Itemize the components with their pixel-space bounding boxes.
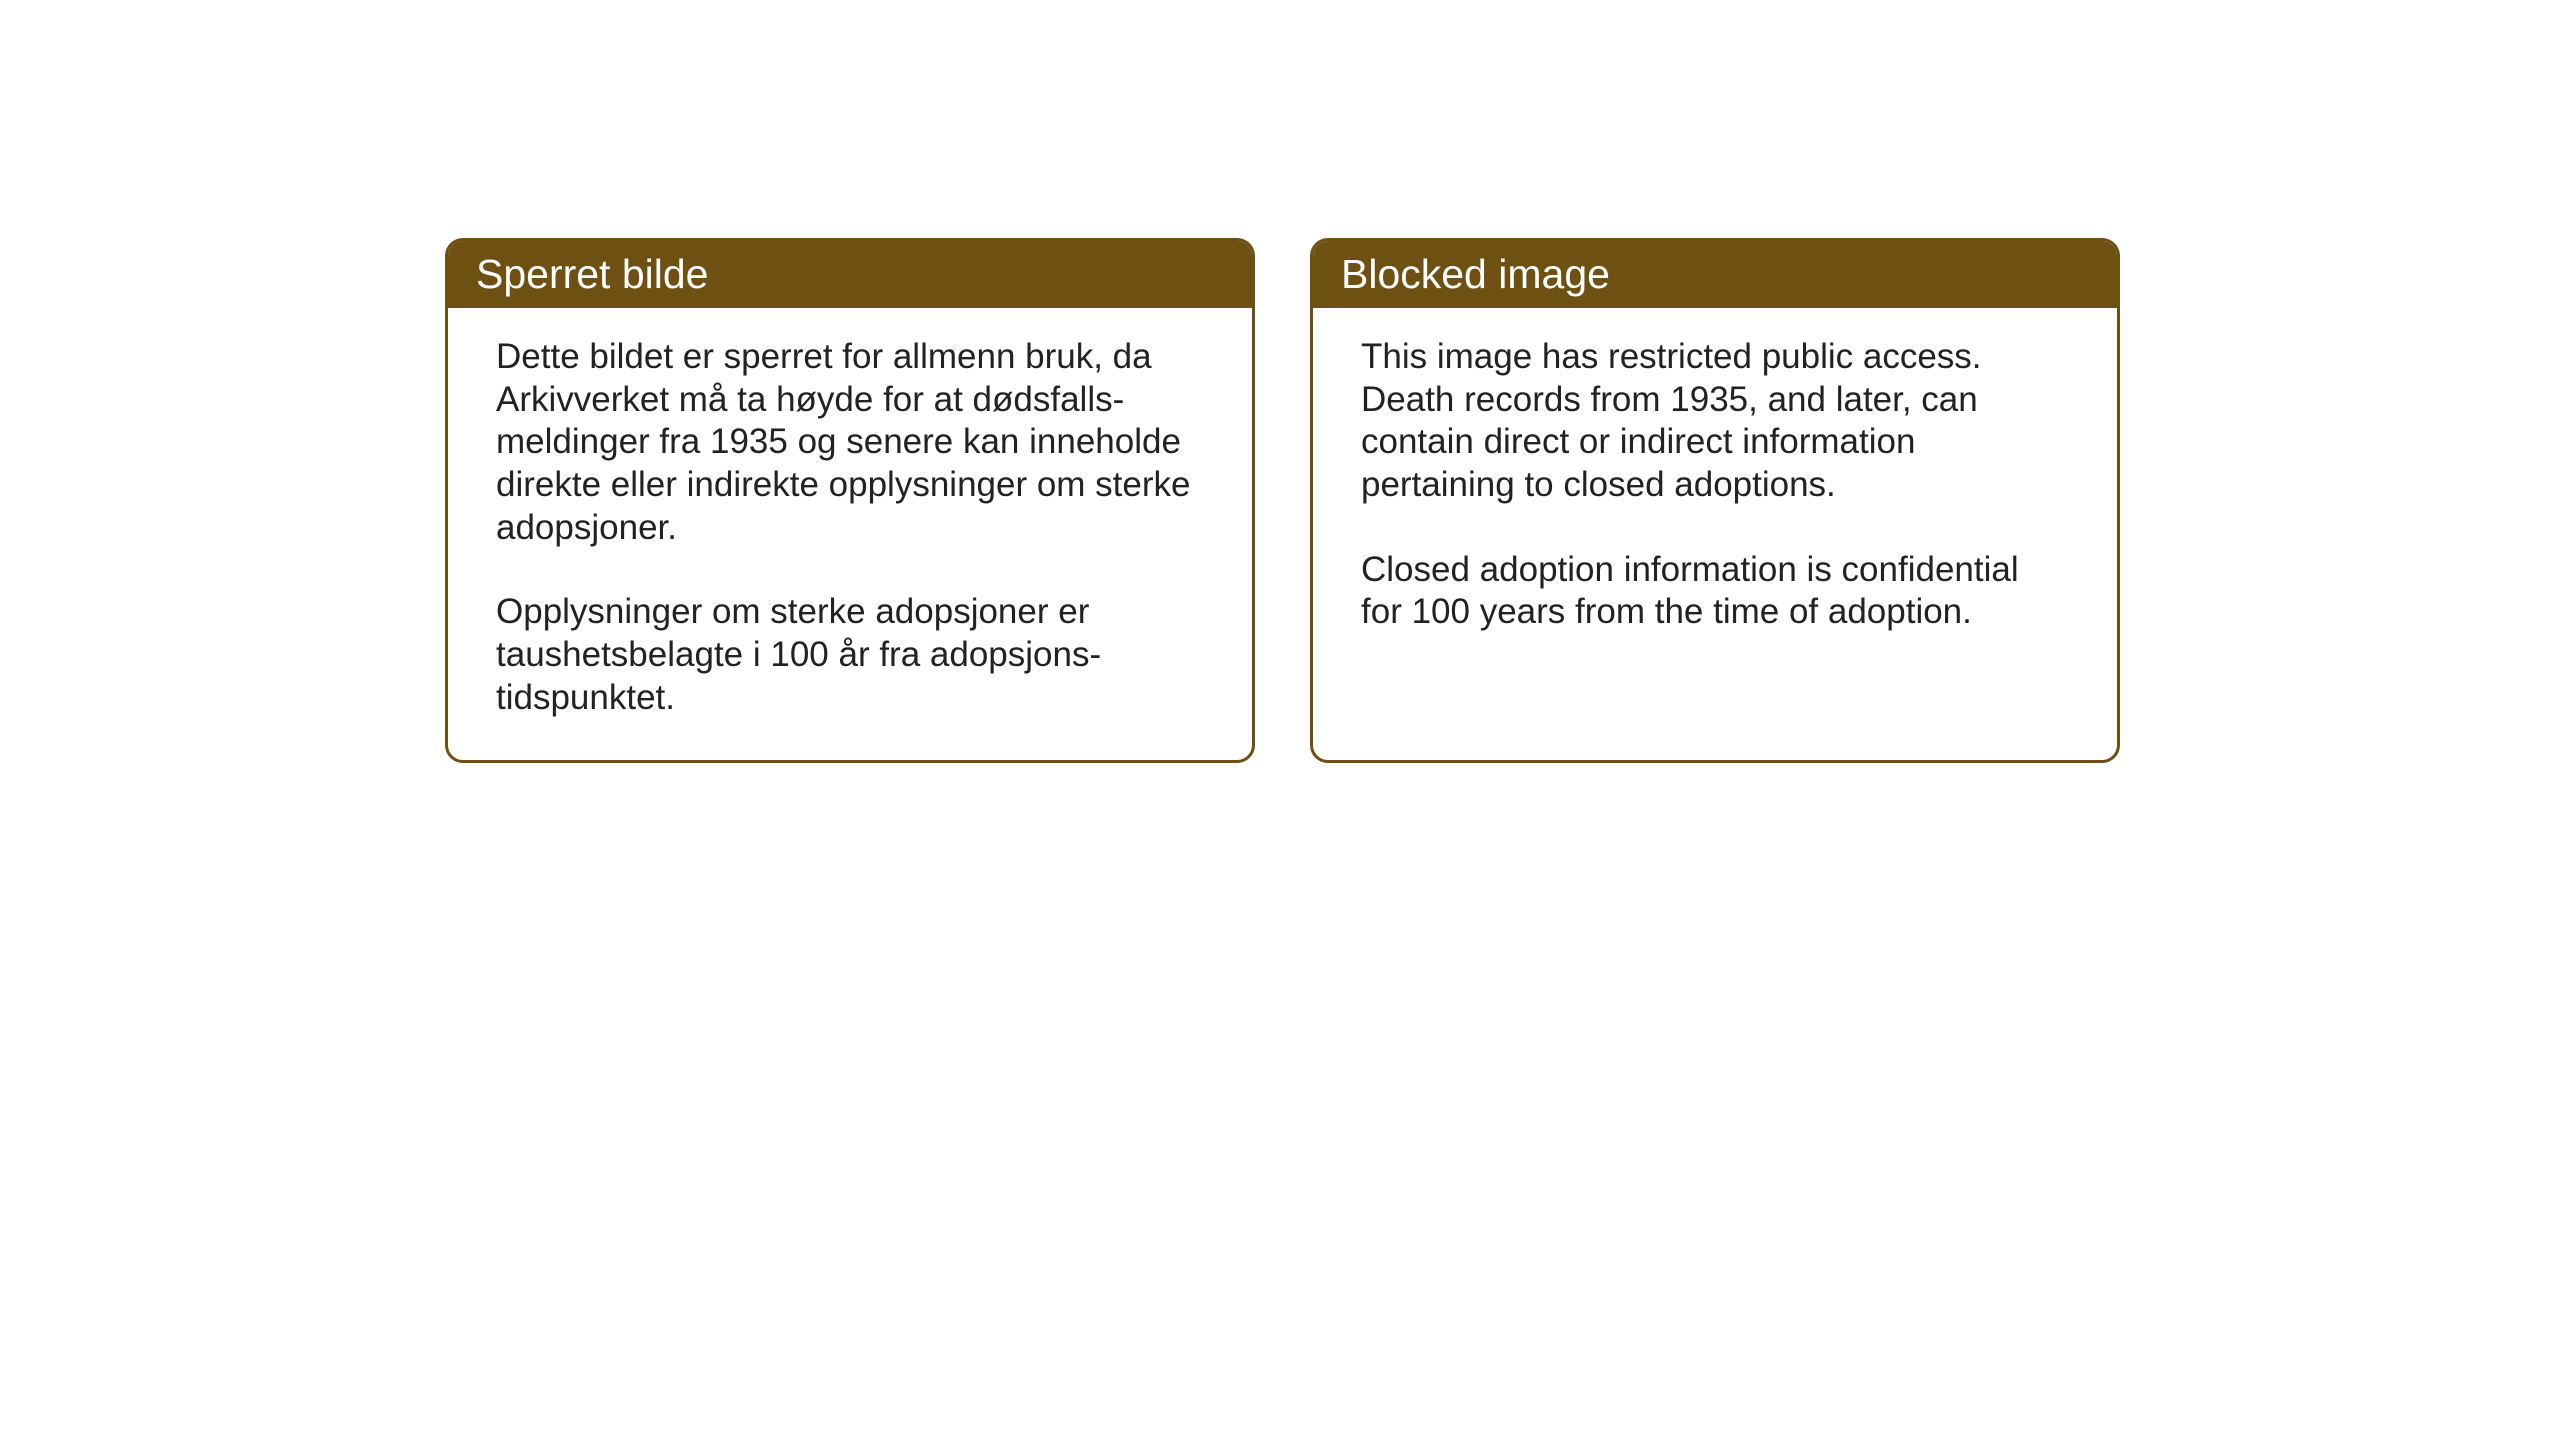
card-title-norwegian: Sperret bilde	[476, 251, 708, 297]
card-body-norwegian: Dette bildet er sperret for allmenn bruk…	[448, 308, 1252, 760]
card-title-english: Blocked image	[1341, 251, 1610, 297]
info-cards-container: Sperret bilde Dette bildet er sperret fo…	[445, 238, 2120, 763]
card-body-english: This image has restricted public access.…	[1313, 308, 2117, 674]
card-header-english: Blocked image	[1313, 241, 2117, 308]
card-english: Blocked image This image has restricted …	[1310, 238, 2120, 763]
card-paragraph-2-english: Closed adoption information is confident…	[1361, 549, 2069, 634]
card-norwegian: Sperret bilde Dette bildet er sperret fo…	[445, 238, 1255, 763]
card-paragraph-1-english: This image has restricted public access.…	[1361, 336, 2069, 507]
card-header-norwegian: Sperret bilde	[448, 241, 1252, 308]
card-paragraph-2-norwegian: Opplysninger om sterke adopsjoner er tau…	[496, 591, 1204, 719]
card-paragraph-1-norwegian: Dette bildet er sperret for allmenn bruk…	[496, 336, 1204, 549]
